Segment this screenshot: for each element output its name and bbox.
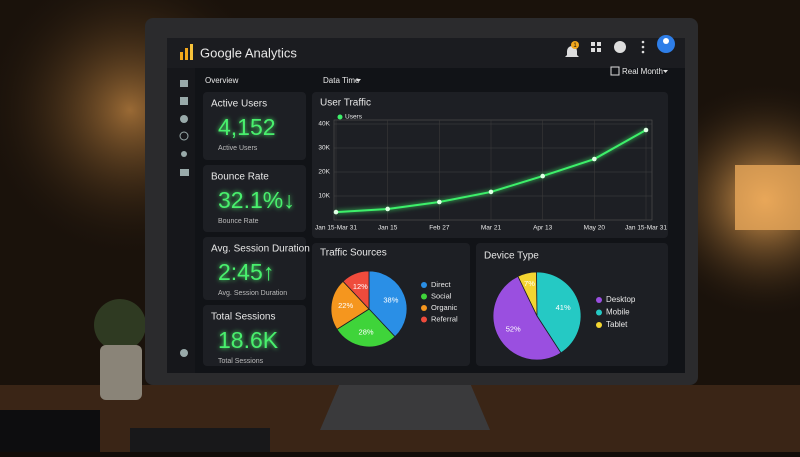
x-tick-label: Apr 13	[533, 225, 553, 232]
logo	[190, 44, 193, 60]
kpi-title: Avg. Session Duration	[211, 244, 310, 255]
legend-marker	[596, 322, 602, 328]
point	[643, 127, 649, 133]
slice-label: 41%	[556, 303, 571, 312]
y-tick-label: 10K	[318, 193, 330, 200]
pie-slice	[330, 280, 370, 330]
kpi-title: Active Users	[211, 99, 267, 110]
badge	[571, 41, 579, 49]
apps-icon[interactable]	[591, 42, 601, 52]
x-tick-label: Jan 15	[378, 225, 398, 232]
kpi-caption: Bounce Rate	[218, 218, 259, 225]
legend-marker	[421, 282, 427, 288]
legend-label: Referral	[431, 314, 458, 323]
slice-label: 52%	[506, 324, 521, 333]
chart-title: User Traffic	[320, 98, 371, 109]
kpi-caption: Total Sessions	[218, 358, 264, 365]
kpi-value: 32.1%↓	[218, 187, 295, 213]
point	[385, 206, 390, 212]
logo	[185, 48, 188, 60]
keyboard	[130, 428, 270, 452]
kpi-title: Total Sessions	[211, 312, 275, 323]
x-tick-label: Jan 15-Mar 31	[625, 225, 667, 232]
slice-label: 28%	[359, 327, 374, 336]
pie-slice	[492, 275, 562, 361]
plot-area	[333, 119, 653, 221]
period[interactable]: Real Month	[622, 67, 663, 76]
plant-pot	[100, 345, 142, 400]
kpi-value: 4,152	[218, 114, 276, 140]
monitor-stand	[320, 383, 490, 430]
legend-label: Mobile	[606, 308, 630, 317]
filter[interactable]: Data Time	[323, 76, 360, 85]
dropdown-arrow	[663, 70, 668, 73]
legend-marker	[337, 114, 343, 120]
x-tick-label: Feb 27	[429, 225, 450, 232]
help-icon[interactable]	[614, 41, 626, 53]
x-tick-label: May 20	[584, 225, 606, 232]
plant	[94, 299, 146, 351]
notebook	[0, 410, 100, 452]
y-tick-label: 30K	[318, 145, 330, 152]
kpi-value: 2:45↑	[218, 259, 274, 285]
sidebar	[167, 68, 195, 373]
lamp	[735, 165, 800, 230]
legend-label: Tablet	[606, 320, 628, 329]
pie-slice	[536, 271, 582, 354]
point	[592, 156, 597, 162]
chart-title: Device Type	[484, 251, 539, 262]
content: Active Users 4,152 Active Users Bounce Rate…	[203, 92, 668, 366]
legend-label: Direct	[431, 280, 452, 289]
pie-slice	[336, 308, 396, 348]
kpi-value: 18.6K	[218, 327, 279, 353]
slice-label: 7%	[524, 279, 535, 288]
kpi-caption: Avg. Session Duration	[218, 290, 287, 297]
breadcrumb[interactable]: Overview	[205, 76, 239, 85]
sidebar-icons[interactable]	[179, 80, 189, 357]
chart-title: Traffic Sources	[320, 248, 387, 259]
legend-marker	[596, 309, 602, 316]
panel	[312, 92, 668, 238]
pie-slice	[342, 270, 370, 311]
slice-label: 38%	[383, 295, 398, 304]
kpi-caption: Active Users	[218, 145, 258, 152]
kpi-card	[203, 92, 306, 160]
legend-label: Social	[431, 291, 452, 300]
kpi-title: Bounce Rate	[211, 172, 269, 183]
legend-marker	[421, 293, 427, 300]
legend-label: Users	[345, 114, 363, 121]
point	[488, 189, 494, 195]
slice-label: 22%	[338, 301, 353, 310]
kpi-card	[203, 165, 306, 232]
badge-count: 1	[573, 43, 577, 49]
x-tick-label: Jan 15-Mar 31	[315, 225, 357, 232]
y-tick-label: 40K	[318, 121, 330, 128]
kpi-card	[203, 305, 306, 366]
legend-label: Desktop	[606, 295, 636, 304]
app-title: Google Analytics	[200, 45, 297, 60]
calendar-icon	[610, 66, 620, 76]
menu-icon[interactable]	[641, 40, 645, 54]
point	[333, 209, 339, 215]
legend-label: Organic	[431, 303, 458, 312]
point	[540, 173, 545, 179]
legend-marker	[421, 305, 427, 311]
slice-label: 12%	[353, 282, 368, 291]
y-tick-label: 20K	[318, 169, 330, 176]
legend-marker	[596, 297, 602, 303]
x-tick-label: Mar 21	[481, 225, 502, 232]
dropdown-arrow	[356, 79, 361, 82]
avatar	[663, 38, 669, 44]
logo	[180, 52, 183, 60]
legend-marker	[421, 316, 427, 323]
point	[437, 199, 442, 205]
pie-slice	[368, 270, 408, 338]
kpi-card	[203, 237, 306, 300]
